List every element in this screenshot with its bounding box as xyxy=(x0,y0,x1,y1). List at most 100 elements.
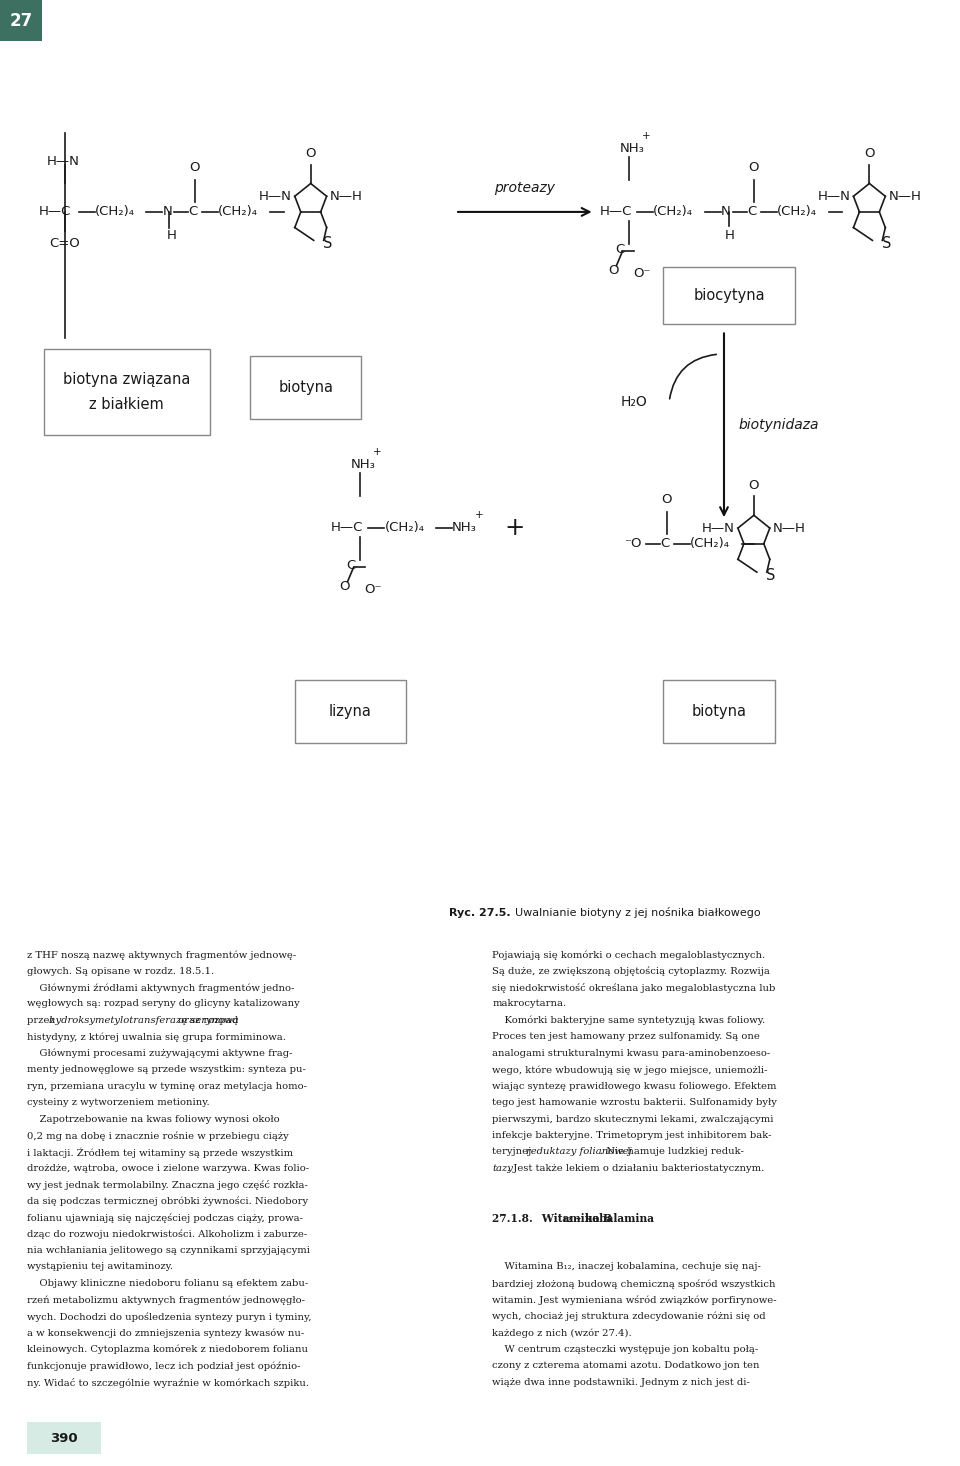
Text: wiąże dwa inne podstawniki. Jednym z nich jest di-: wiąże dwa inne podstawniki. Jednym z nic… xyxy=(492,1378,751,1387)
Text: Witamina B₁₂, inaczej kobalamina, cechuje się naj-: Witamina B₁₂, inaczej kobalamina, cechuj… xyxy=(492,1262,761,1271)
FancyBboxPatch shape xyxy=(44,349,210,435)
Text: analogami strukturalnymi kwasu para-aminobenzoeso-: analogami strukturalnymi kwasu para-amin… xyxy=(492,1048,771,1058)
Text: O: O xyxy=(661,493,672,506)
Text: każdego z nich (wzór 27.4).: każdego z nich (wzór 27.4). xyxy=(492,1328,632,1337)
Text: rzeń metabolizmu aktywnych fragmentów jednowęgło-: rzeń metabolizmu aktywnych fragmentów je… xyxy=(27,1296,305,1305)
Text: hydroksymetylotransferazę serynową: hydroksymetylotransferazę serynową xyxy=(49,1016,239,1025)
Text: +: + xyxy=(505,516,525,539)
Text: C: C xyxy=(188,205,198,218)
Text: histydyny, z której uwalnia się grupa formiminowa.: histydyny, z której uwalnia się grupa fo… xyxy=(27,1032,286,1042)
Text: menty jednowęglowe są przede wszystkim: synteza pu-: menty jednowęglowe są przede wszystkim: … xyxy=(27,1066,305,1075)
Text: (CH₂)₄: (CH₂)₄ xyxy=(777,205,817,218)
Text: C: C xyxy=(347,560,356,572)
Text: N—H: N—H xyxy=(888,189,922,202)
Text: Głównymi źródłami aktywnych fragmentów jedno-: Głównymi źródłami aktywnych fragmentów j… xyxy=(27,984,295,992)
Text: biotyna związana: biotyna związana xyxy=(62,372,190,387)
Text: H—C: H—C xyxy=(599,205,632,218)
Text: H: H xyxy=(725,229,734,242)
Text: i laktacji. Źródłem tej witaminy są przede wszystkim: i laktacji. Źródłem tej witaminy są prze… xyxy=(27,1148,293,1158)
Text: (CH₂)₄: (CH₂)₄ xyxy=(690,537,731,550)
Bar xyxy=(0,0,42,41)
Text: N—H: N—H xyxy=(773,522,805,535)
Text: O: O xyxy=(189,161,200,174)
Text: biocytyna: biocytyna xyxy=(693,289,765,303)
Text: 27: 27 xyxy=(10,12,33,29)
Text: oraz rozpad: oraz rozpad xyxy=(176,1016,239,1025)
Text: N—H: N—H xyxy=(329,189,363,202)
Text: N: N xyxy=(721,205,731,218)
Text: proteazy: proteazy xyxy=(494,182,555,195)
Text: przez: przez xyxy=(27,1016,58,1025)
Text: Ryc. 27.5.: Ryc. 27.5. xyxy=(449,907,511,918)
Text: . Nie hamuje ludzkiej reduk-: . Nie hamuje ludzkiej reduk- xyxy=(600,1148,744,1157)
Text: biotyna: biotyna xyxy=(691,704,747,718)
Text: dząc do rozwoju niedokrwistości. Alkoholizm i zaburze-: dząc do rozwoju niedokrwistości. Alkohol… xyxy=(27,1230,307,1239)
Text: reduktazy folianowej: reduktazy folianowej xyxy=(526,1148,632,1157)
Text: +: + xyxy=(373,447,382,457)
Text: drożdże, wątroba, owoce i zielone warzywa. Kwas folio-: drożdże, wątroba, owoce i zielone warzyw… xyxy=(27,1164,309,1173)
Text: folianu ujawniają się najczęściej podczas ciąży, prowa-: folianu ujawniają się najczęściej podcza… xyxy=(27,1214,303,1223)
Text: biotynidaza: biotynidaza xyxy=(739,418,820,432)
FancyArrowPatch shape xyxy=(670,355,716,399)
Text: tego jest hamowanie wzrostu bakterii. Sulfonamidy były: tego jest hamowanie wzrostu bakterii. Su… xyxy=(492,1098,778,1107)
Text: NH₃: NH₃ xyxy=(619,142,644,155)
Text: S: S xyxy=(323,236,332,251)
Text: biotyna: biotyna xyxy=(278,380,333,394)
Text: ryn, przemiana uracylu w tyminę oraz metylacja homo-: ryn, przemiana uracylu w tyminę oraz met… xyxy=(27,1082,307,1091)
Text: Głównymi procesami zużywającymi aktywne frag-: Głównymi procesami zużywającymi aktywne … xyxy=(27,1048,293,1058)
Text: (CH₂)₄: (CH₂)₄ xyxy=(384,522,424,535)
Text: wych, chociaż jej struktura zdecydowanie różni się od: wych, chociaż jej struktura zdecydowanie… xyxy=(492,1312,766,1321)
Text: Uwalnianie biotyny z jej nośnika białkowego: Uwalnianie biotyny z jej nośnika białkow… xyxy=(508,907,760,918)
Text: +: + xyxy=(642,130,651,141)
Text: kleinowych. Cytoplazma komórek z niedoborem folianu: kleinowych. Cytoplazma komórek z niedobo… xyxy=(27,1344,308,1355)
Text: wych. Dochodzi do upośledzenia syntezy puryn i tyminy,: wych. Dochodzi do upośledzenia syntezy p… xyxy=(27,1312,311,1321)
Text: a w konsekwencji do zmniejszenia syntezy kwasów nu-: a w konsekwencji do zmniejszenia syntezy… xyxy=(27,1328,304,1337)
Text: infekcje bakteryjne. Trimetoprym jest inhibitorem bak-: infekcje bakteryjne. Trimetoprym jest in… xyxy=(492,1130,772,1141)
Text: C: C xyxy=(615,243,625,257)
Text: C: C xyxy=(660,537,669,550)
Text: H—C: H—C xyxy=(38,205,71,218)
Text: H₂O: H₂O xyxy=(621,394,648,409)
Text: ⁻O: ⁻O xyxy=(624,537,642,550)
Text: C: C xyxy=(747,205,756,218)
Text: H—C: H—C xyxy=(330,522,363,535)
Text: witamin. Jest wymieniana wśród związków porfirynowe-: witamin. Jest wymieniana wśród związków … xyxy=(492,1296,777,1305)
Text: C=O: C=O xyxy=(49,237,80,251)
Text: ny. Widać to szczególnie wyraźnie w komórkach szpiku.: ny. Widać to szczególnie wyraźnie w komó… xyxy=(27,1378,309,1387)
Text: (CH₂)₄: (CH₂)₄ xyxy=(95,205,134,218)
Text: H—N: H—N xyxy=(702,522,735,535)
Text: O: O xyxy=(609,264,619,277)
Text: O: O xyxy=(305,147,316,160)
Text: nia wchłaniania jelitowego są czynnikami sprzyjającymi: nia wchłaniania jelitowego są czynnikami… xyxy=(27,1246,310,1255)
Text: Witaminy: Witaminy xyxy=(55,13,125,28)
Text: Pojawiają się komórki o cechach megaloblastycznych.: Pojawiają się komórki o cechach megalobl… xyxy=(492,950,766,960)
Text: H—N: H—N xyxy=(47,155,80,169)
Text: NH₃: NH₃ xyxy=(452,522,477,535)
Text: W centrum cząsteczki występuje jon kobaltu połą-: W centrum cząsteczki występuje jon kobal… xyxy=(492,1344,758,1353)
Text: makrocytarna.: makrocytarna. xyxy=(492,1000,566,1009)
Text: się niedokrwistość określana jako megaloblastyczna lub: się niedokrwistość określana jako megalo… xyxy=(492,984,776,992)
Text: H—N: H—N xyxy=(259,189,292,202)
Text: O⁻: O⁻ xyxy=(634,267,651,280)
Text: Komórki bakteryjne same syntetyzują kwas foliowy.: Komórki bakteryjne same syntetyzują kwas… xyxy=(492,1016,766,1025)
Text: bardziej złożoną budową chemiczną spośród wszystkich: bardziej złożoną budową chemiczną spośró… xyxy=(492,1278,776,1289)
Text: tazy: tazy xyxy=(492,1164,514,1173)
Text: węgłowych są: rozpad seryny do glicyny katalizowany: węgłowych są: rozpad seryny do glicyny k… xyxy=(27,1000,300,1009)
Text: 12: 12 xyxy=(562,1215,572,1224)
Text: 390: 390 xyxy=(50,1432,78,1444)
Text: da się podczas termicznej obróbki żywności. Niedobory: da się podczas termicznej obróbki żywnoś… xyxy=(27,1196,308,1207)
Text: Objawy kliniczne niedoboru folianu są efektem zabu-: Objawy kliniczne niedoboru folianu są ef… xyxy=(27,1278,308,1289)
Text: głowych. Są opisane w rozdz. 18.5.1.: głowych. Są opisane w rozdz. 18.5.1. xyxy=(27,966,214,975)
Text: NH₃: NH₃ xyxy=(350,459,375,471)
FancyBboxPatch shape xyxy=(295,680,406,743)
FancyBboxPatch shape xyxy=(250,356,362,419)
Text: Zapotrzebowanie na kwas foliowy wynosi około: Zapotrzebowanie na kwas foliowy wynosi o… xyxy=(27,1114,279,1123)
FancyBboxPatch shape xyxy=(663,680,775,743)
Text: (CH₂)₄: (CH₂)₄ xyxy=(218,205,258,218)
Text: cysteiny z wytworzeniem metioniny.: cysteiny z wytworzeniem metioniny. xyxy=(27,1098,209,1107)
Text: Proces ten jest hamowany przez sulfonamidy. Są one: Proces ten jest hamowany przez sulfonami… xyxy=(492,1032,760,1041)
Text: O: O xyxy=(748,161,758,174)
Text: O⁻: O⁻ xyxy=(365,583,382,597)
FancyBboxPatch shape xyxy=(27,1422,101,1454)
Text: H: H xyxy=(166,229,177,242)
